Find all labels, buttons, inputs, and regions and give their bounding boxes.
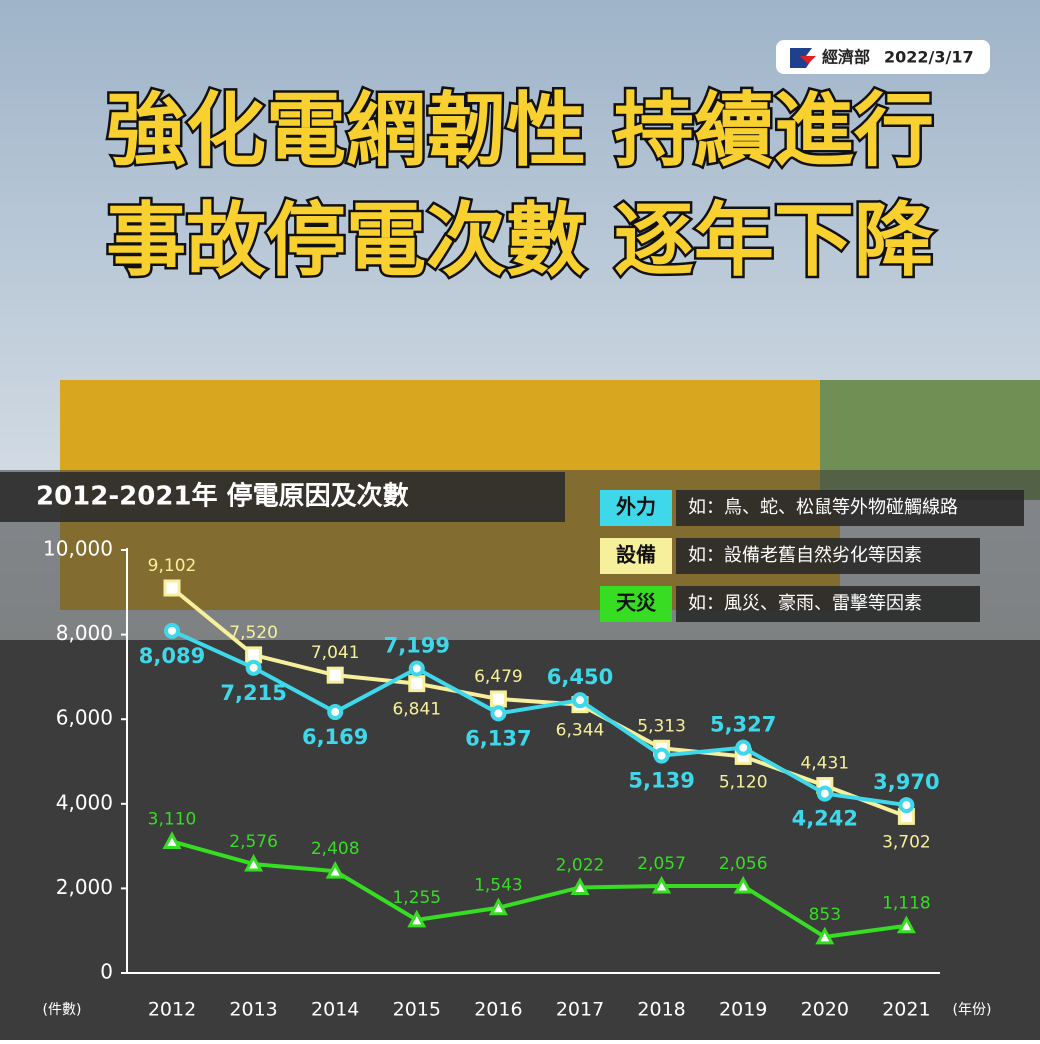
point [896,915,916,934]
legend-note: 如：鳥、蛇、松鼠等外物碰觸線路 [688,497,958,518]
value-label: 1,255 [392,888,441,908]
legend-note: 如：風災、豪雨、雷擊等因素 [688,593,922,614]
value-label: 5,139 [628,769,694,793]
value-label: 4,431 [800,754,849,774]
point [816,785,833,802]
point [653,747,670,764]
value-label: 7,199 [384,633,450,657]
legend-label: 天災 [616,591,657,615]
value-label: 6,841 [392,700,441,720]
point [408,675,426,693]
legend-swatch [600,490,672,526]
y-tick-label: 4,000 [56,790,113,814]
legend-note-bg [676,586,980,622]
series-line [171,839,907,939]
x-tick-label: 2019 [719,999,767,1021]
y-tick-label: 10,000 [43,537,113,561]
point [408,660,425,677]
y-tick-label: 8,000 [56,621,113,645]
value-label: 7,520 [229,623,278,643]
x-tick-label: 2014 [311,999,359,1021]
value-label: 853 [809,905,841,925]
series-line [171,629,907,808]
value-label: 1,543 [474,876,523,896]
x-tick-label: 2018 [637,999,685,1021]
value-label: 4,242 [792,807,858,831]
point [489,690,507,708]
point [898,797,915,814]
x-tick-label: 2015 [393,999,441,1021]
value-label: 8,089 [139,644,205,668]
legend-swatch [600,538,672,574]
x-tick-label: 2021 [882,999,930,1021]
x-tick-label: 2016 [474,999,522,1021]
value-label: 5,313 [637,716,686,736]
value-label: 5,327 [710,713,776,737]
point [327,704,344,721]
point [488,897,508,916]
value-label: 6,169 [302,725,368,749]
value-label: 6,450 [547,665,613,689]
point [407,909,427,928]
point [733,875,753,894]
x-unit: (年份) [953,1002,992,1018]
x-tick-label: 2012 [148,999,196,1021]
x-tick-label: 2020 [801,999,849,1021]
point [244,853,264,872]
value-label: 7,215 [220,681,286,705]
point [164,622,180,639]
value-label: 9,102 [148,556,197,576]
value-label: 2,057 [637,854,686,874]
value-label: 7,041 [311,643,360,663]
y-tick-label: 2,000 [56,875,113,899]
chart-title: 2012-2021年 停電原因及次數 [36,481,409,512]
value-label: 6,479 [474,667,523,687]
legend-note-bg [676,490,1024,526]
legend-note-bg [676,538,980,574]
logo-accent [800,56,816,64]
point [815,926,835,945]
y-tick-label: 6,000 [56,706,113,730]
y-tick-label: 0 [100,960,113,984]
value-label: 3,110 [148,809,197,829]
date-badge [776,40,990,74]
value-label: 6,137 [465,726,531,750]
legend-note: 如：設備老舊自然劣化等因素 [688,545,922,566]
value-label: 3,702 [882,832,931,852]
y-unit: (件數) [43,1002,82,1018]
point [490,705,507,722]
point [245,659,262,676]
value-label: 2,576 [229,832,278,852]
value-label: 2,408 [311,839,360,859]
x-tick-label: 2013 [229,999,277,1021]
legend-label: 設備 [616,543,656,567]
point [162,831,182,849]
title-line: 事故停電次數 逐年下降 [106,194,935,287]
value-label: 2,022 [556,855,605,875]
point [163,579,181,597]
point [652,875,672,894]
org: 經濟部 [822,48,870,67]
value-label: 3,970 [873,770,939,794]
point [570,877,590,895]
x-tick-label: 2017 [556,999,604,1021]
value-label: 1,118 [882,894,931,914]
point [245,646,263,664]
value-label: 5,120 [719,772,768,792]
title-line: 強化電網韌性 持續進行 [106,84,934,177]
point [572,692,588,709]
point [326,666,344,684]
point [735,739,752,756]
legend-label: 外力 [616,495,656,519]
point [325,860,345,879]
value-label: 2,056 [719,854,768,874]
date: 2022/3/17 [884,48,974,67]
chart-title-bg [0,472,565,522]
legend-swatch [600,586,672,622]
value-label: 6,344 [556,721,605,741]
